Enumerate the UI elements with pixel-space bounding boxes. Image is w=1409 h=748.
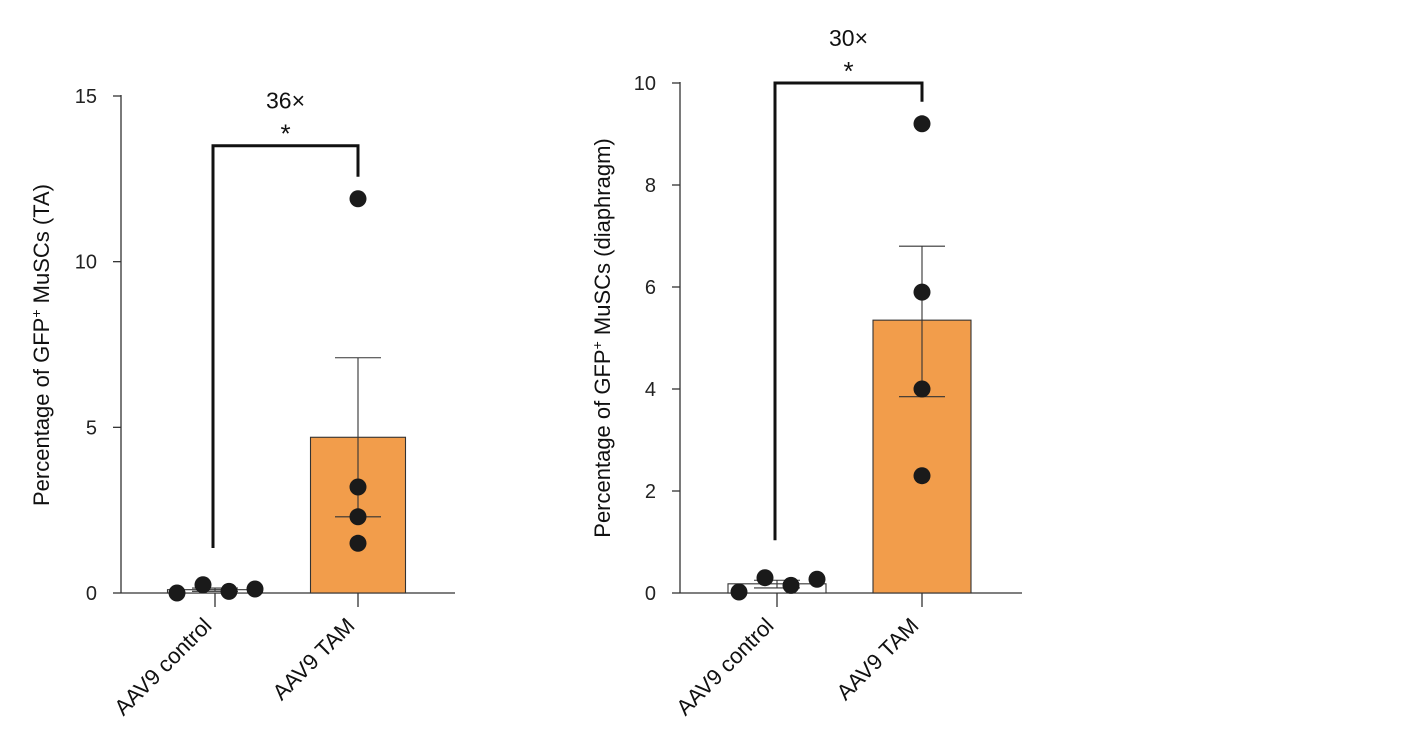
x-category-label: AAV9 TAM [268,613,360,705]
chart-diaphragm: 0 2 4 6 8 10 Percentage of GFP+ MuSCs (diaphra… [589,25,1022,720]
y-axis-label: Percentage of GFP+ MuSCs (diaphragm) [589,138,615,537]
y-tick-label: 10 [634,73,656,95]
significance-bracket [773,81,924,541]
chart-ta: 0 5 10 15 Percentage of GFP+ MuSCs (TA) AAV9 … [28,86,455,720]
data-point [168,584,186,602]
data-point [913,115,931,133]
data-point [194,576,212,594]
y-tick-label: 6 [645,277,656,299]
y-tick-label: 2 [645,481,656,503]
y-tick-label: 10 [75,252,97,274]
significance-bracket [211,144,360,549]
y-tick-label: 15 [75,86,97,108]
data-point [782,576,800,594]
significance-marker: * [843,56,853,86]
y-tick-label: 4 [645,379,656,401]
data-point [349,190,367,208]
data-point [756,569,774,587]
y-tick-label: 0 [645,583,656,605]
x-category-label: AAV9 control [109,613,216,720]
data-point [913,283,931,301]
x-category-label: AAV9 TAM [832,613,924,705]
data-point [913,467,931,485]
fold-change-label: 36× [266,88,305,114]
y-tick-label: 5 [86,417,97,439]
data-point [808,570,826,588]
data-point [349,534,367,552]
y-axis-label: Percentage of GFP+ MuSCs (TA) [28,184,54,506]
data-point [913,380,931,398]
y-tick-label: 0 [86,583,97,605]
y-tick-label: 8 [645,175,656,197]
data-point [730,583,748,601]
data-point [349,508,367,526]
data-point [349,478,367,496]
data-point [220,582,238,600]
significance-marker: * [280,119,290,149]
data-point [246,580,264,598]
x-category-label: AAV9 control [671,613,778,720]
fold-change-label: 30× [829,25,868,51]
